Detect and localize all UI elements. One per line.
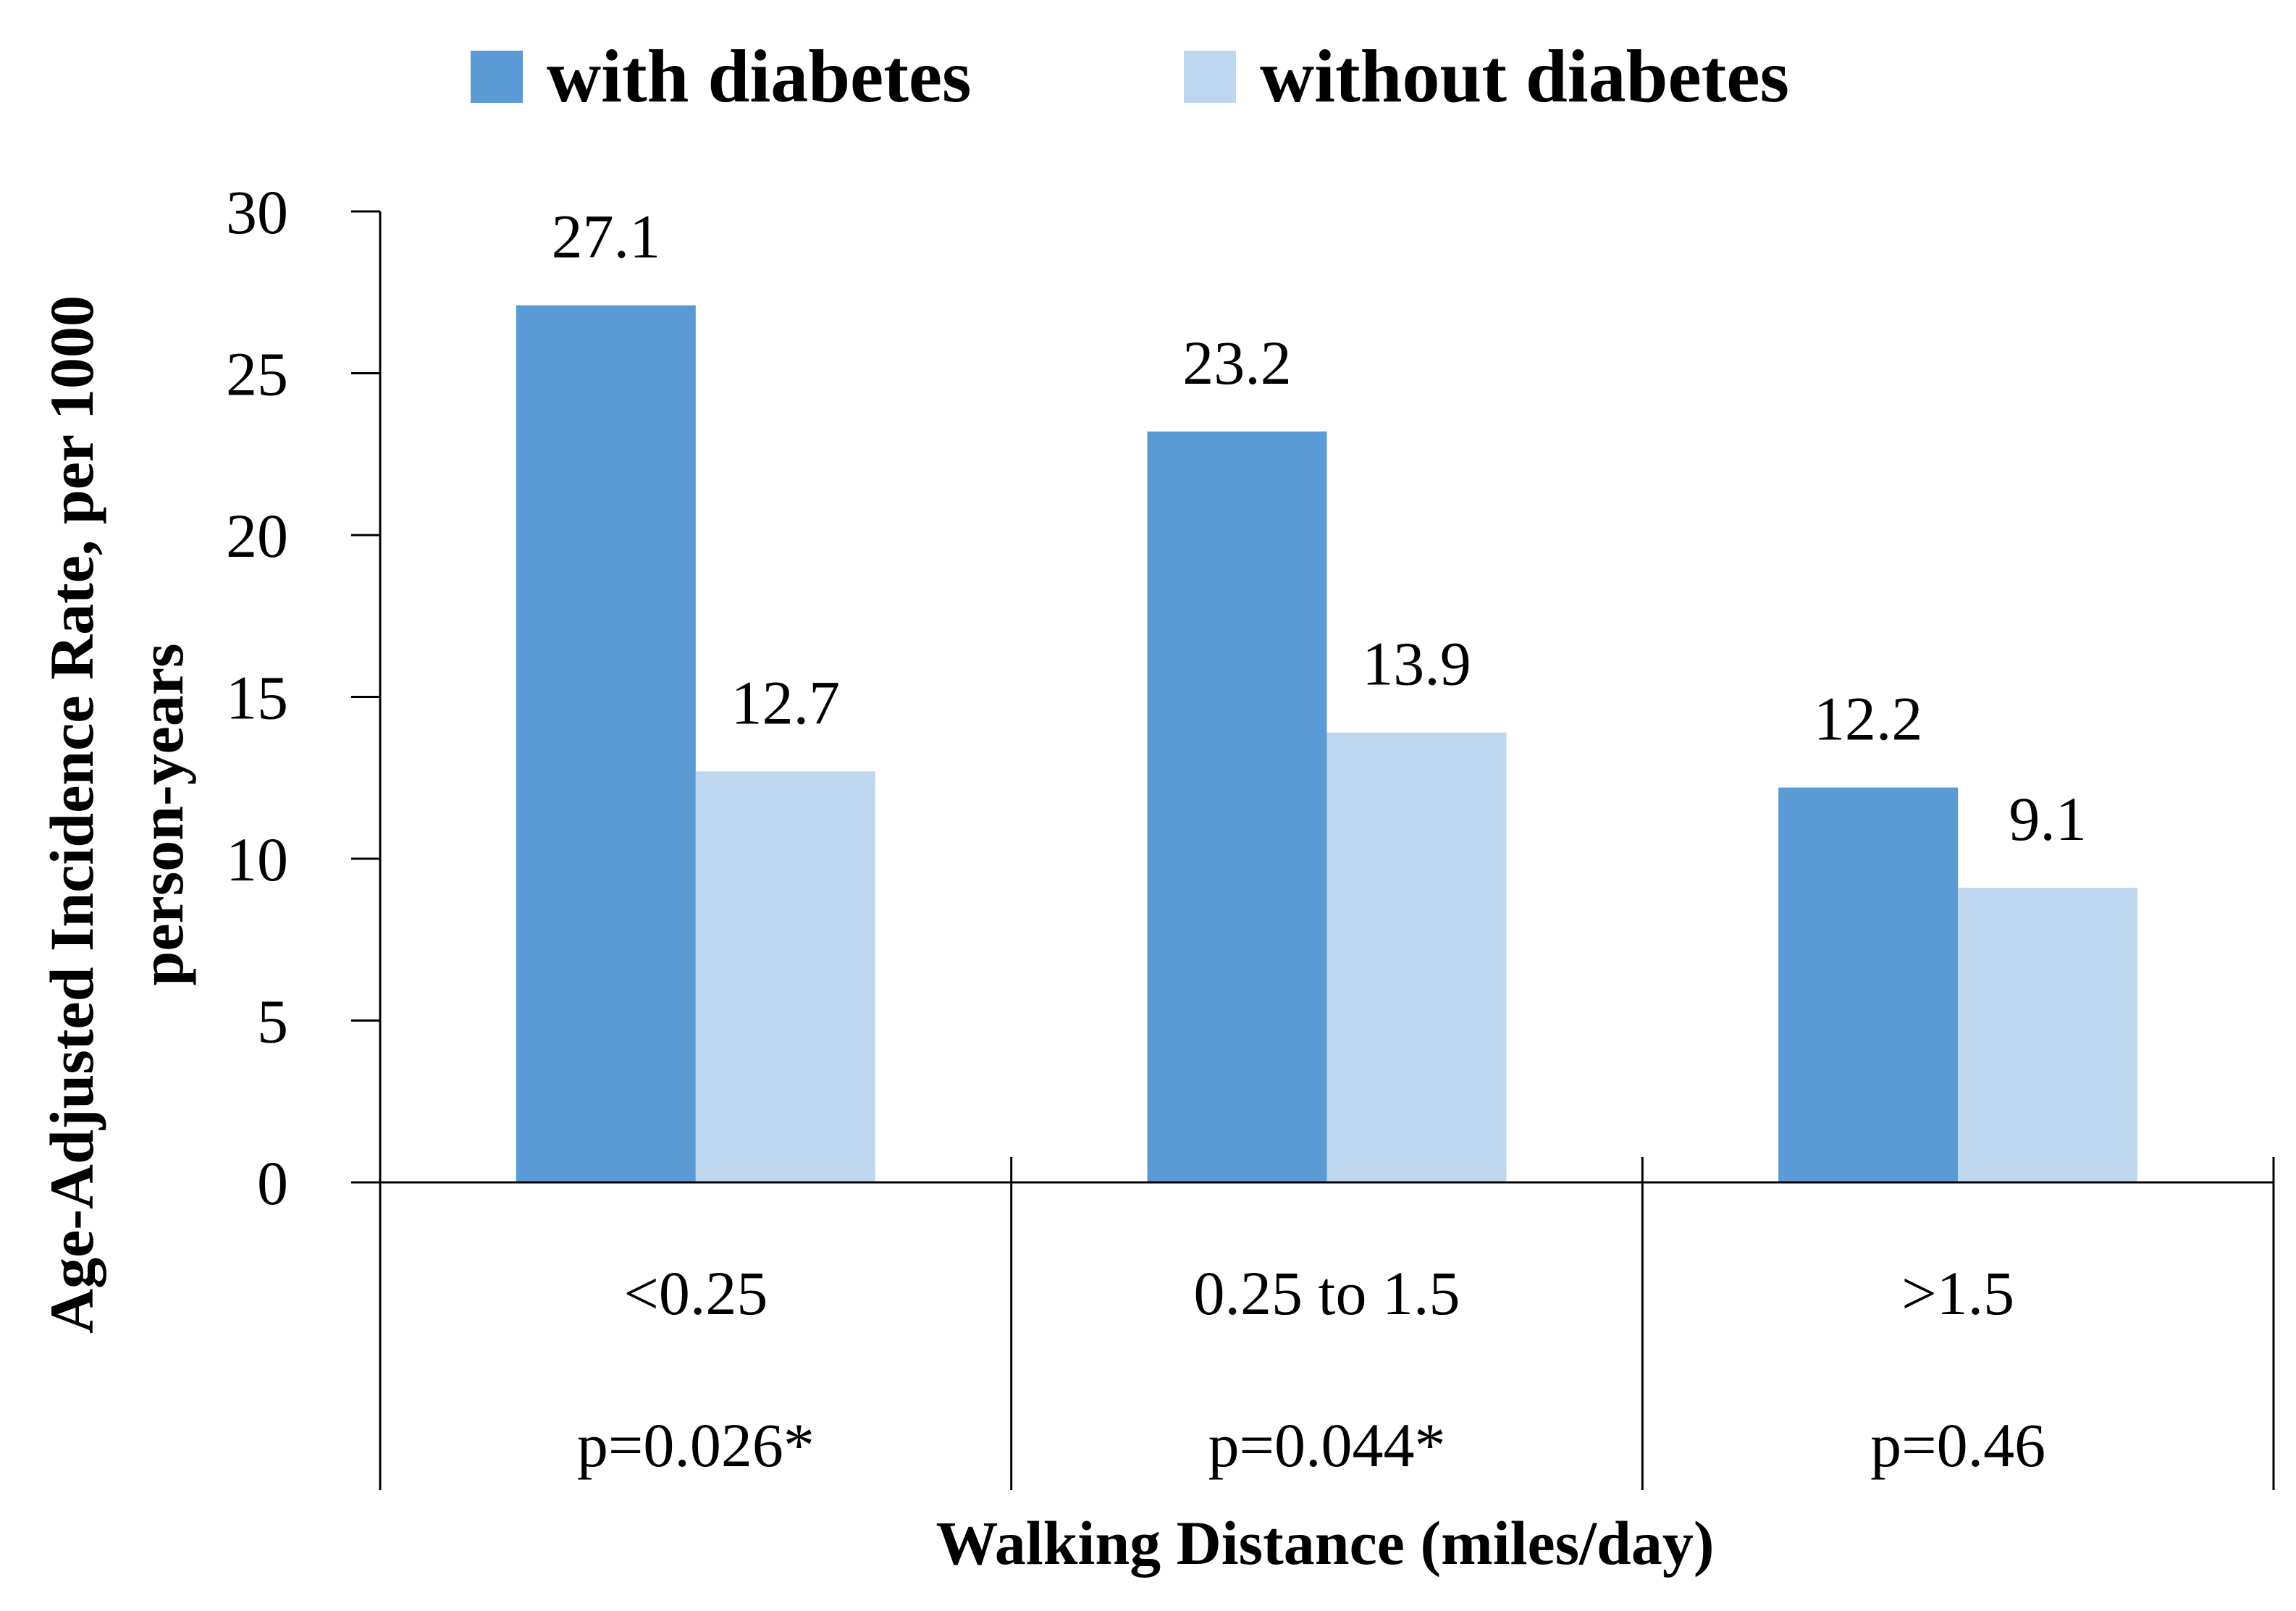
bar-with-diabetes	[1147, 431, 1327, 1183]
data-label: 9.1	[2009, 784, 2087, 854]
y-tick-label: 15	[226, 663, 288, 733]
data-label: 13.9	[1362, 629, 1471, 699]
bar-with-diabetes	[516, 305, 696, 1182]
bar-with-diabetes	[1778, 787, 1959, 1182]
x-axis: <0.25 p=0.026* 0.25 to 1.5 p=0.044* >1.5 p=0.…	[351, 1157, 2275, 1490]
y-tick-label: 20	[226, 501, 288, 571]
legend-swatch	[1184, 51, 1236, 103]
p-value-label: p=0.026*	[577, 1410, 815, 1480]
x-tick-label: <0.25	[623, 1258, 768, 1328]
x-tick-label: 0.25 to 1.5	[1194, 1258, 1460, 1328]
legend-label: without diabetes	[1260, 35, 1789, 118]
data-label: 12.2	[1814, 684, 1923, 754]
y-tick-label: 0	[257, 1148, 288, 1218]
x-axis-title: Walking Distance (miles/day)	[935, 1508, 1714, 1578]
data-label: 12.7	[731, 668, 841, 737]
y-axis-title-line1: Age-Adjusted Incidence Rate, per 1000	[37, 295, 106, 1334]
p-value-label: p=0.044*	[1208, 1410, 1445, 1480]
y-axis-title-line2: person-years	[127, 644, 196, 986]
p-value-label: p=0.46	[1870, 1410, 2045, 1480]
x-tick-label: >1.5	[1901, 1258, 2014, 1328]
y-tick-label: 5	[257, 987, 288, 1056]
legend-swatch	[471, 51, 523, 103]
y-tick-label: 30	[226, 177, 288, 247]
legend-label: with diabetes	[547, 35, 971, 118]
bar-without-diabetes	[1326, 732, 1507, 1182]
y-tick-label: 25	[226, 340, 288, 409]
bars: 27.1 12.7 23.2 13.9 12.2 9.1	[516, 202, 2138, 1183]
y-axis: 0 5 10 15 20 25 30	[226, 177, 382, 1218]
y-tick-label: 10	[226, 825, 288, 894]
data-label: 27.1	[552, 202, 661, 272]
bar-without-diabetes	[695, 771, 875, 1182]
legend: with diabetes without diabetes	[471, 35, 1789, 118]
data-label: 23.2	[1182, 328, 1292, 398]
bar-without-diabetes	[1958, 888, 2138, 1182]
